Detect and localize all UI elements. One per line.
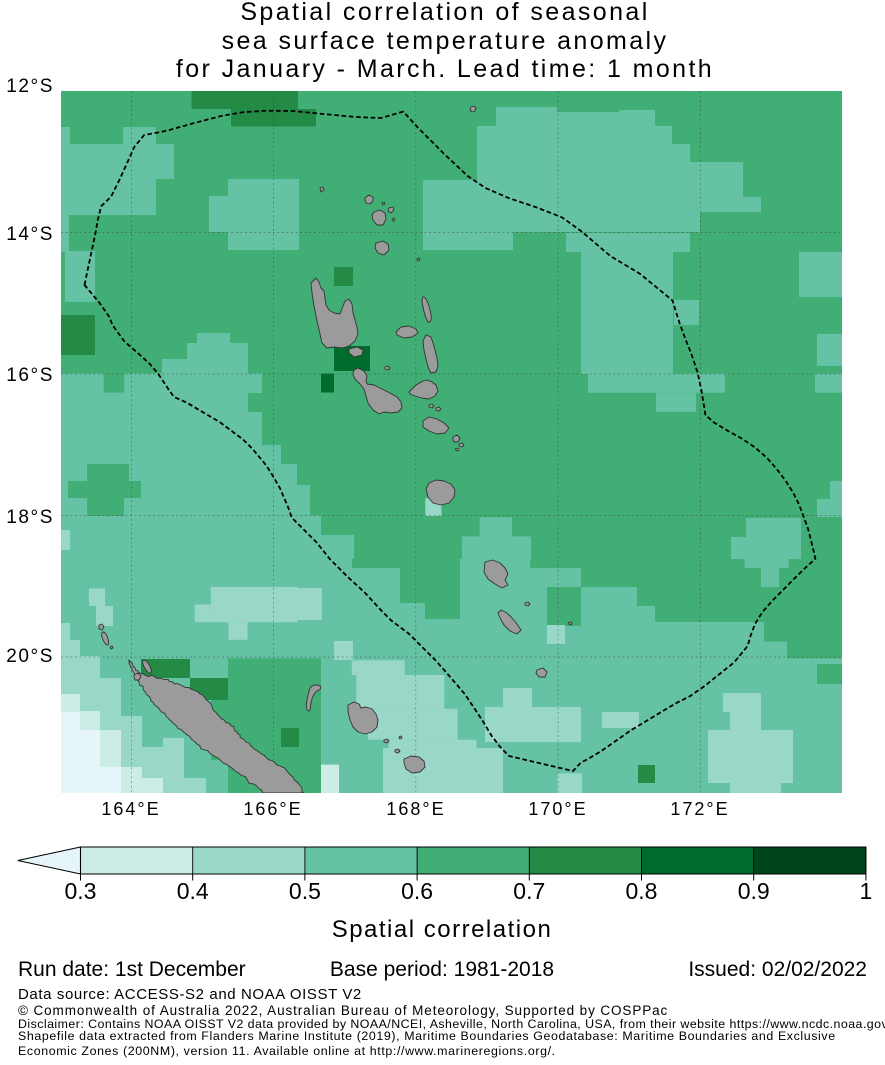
svg-text:1: 1 [860, 878, 873, 904]
svg-text:0.5: 0.5 [289, 878, 321, 904]
svg-text:0.8: 0.8 [626, 878, 658, 904]
svg-text:0.6: 0.6 [401, 878, 433, 904]
svg-text:0.7: 0.7 [513, 878, 545, 904]
svg-text:0.3: 0.3 [65, 878, 97, 904]
svg-text:Spatial correlation: Spatial correlation [332, 916, 553, 943]
svg-text:0.9: 0.9 [738, 878, 770, 904]
svg-text:0.4: 0.4 [177, 878, 209, 904]
